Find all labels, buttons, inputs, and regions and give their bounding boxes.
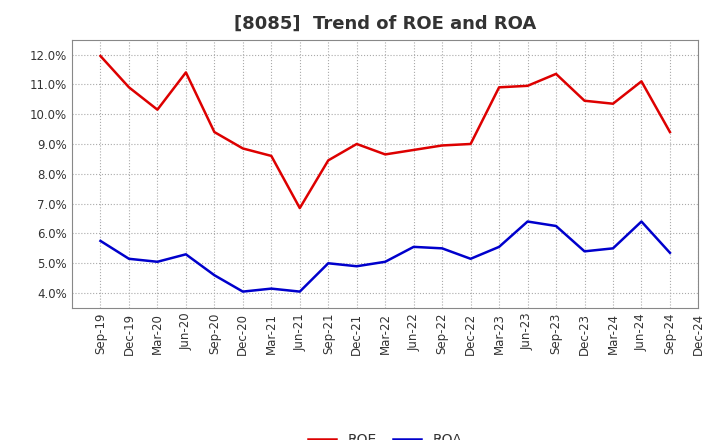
ROA [410, 244, 418, 249]
Line: ROE: ROE [101, 56, 670, 208]
ROA [295, 289, 304, 294]
ROA [324, 260, 333, 266]
ROA [665, 250, 674, 256]
ROE [381, 152, 390, 157]
ROA [238, 289, 247, 294]
ROA [495, 244, 503, 249]
ROA [467, 256, 475, 261]
ROE [495, 84, 503, 90]
ROE [238, 146, 247, 151]
ROA [153, 259, 162, 264]
ROA [210, 272, 219, 278]
ROA [637, 219, 646, 224]
ROE [523, 83, 532, 88]
ROE [210, 129, 219, 135]
ROE [637, 79, 646, 84]
ROE [267, 153, 276, 158]
ROA [608, 246, 617, 251]
ROA [580, 249, 589, 254]
Legend: ROE, ROA: ROE, ROA [303, 428, 467, 440]
ROE [665, 129, 674, 135]
ROE [552, 71, 560, 77]
Title: [8085]  Trend of ROE and ROA: [8085] Trend of ROE and ROA [234, 15, 536, 33]
ROE [181, 70, 190, 75]
ROA [267, 286, 276, 291]
ROE [125, 84, 133, 90]
ROA [438, 246, 446, 251]
ROE [96, 53, 105, 59]
ROE [410, 147, 418, 153]
ROA [96, 238, 105, 244]
ROA [381, 259, 390, 264]
ROA [352, 264, 361, 269]
ROA [181, 252, 190, 257]
ROE [324, 158, 333, 163]
ROE [153, 107, 162, 112]
ROE [608, 101, 617, 106]
Line: ROA: ROA [101, 221, 670, 292]
ROE [295, 205, 304, 211]
ROE [467, 141, 475, 147]
ROA [125, 256, 133, 261]
ROE [438, 143, 446, 148]
ROE [352, 141, 361, 147]
ROA [552, 224, 560, 229]
ROA [523, 219, 532, 224]
ROE [580, 98, 589, 103]
